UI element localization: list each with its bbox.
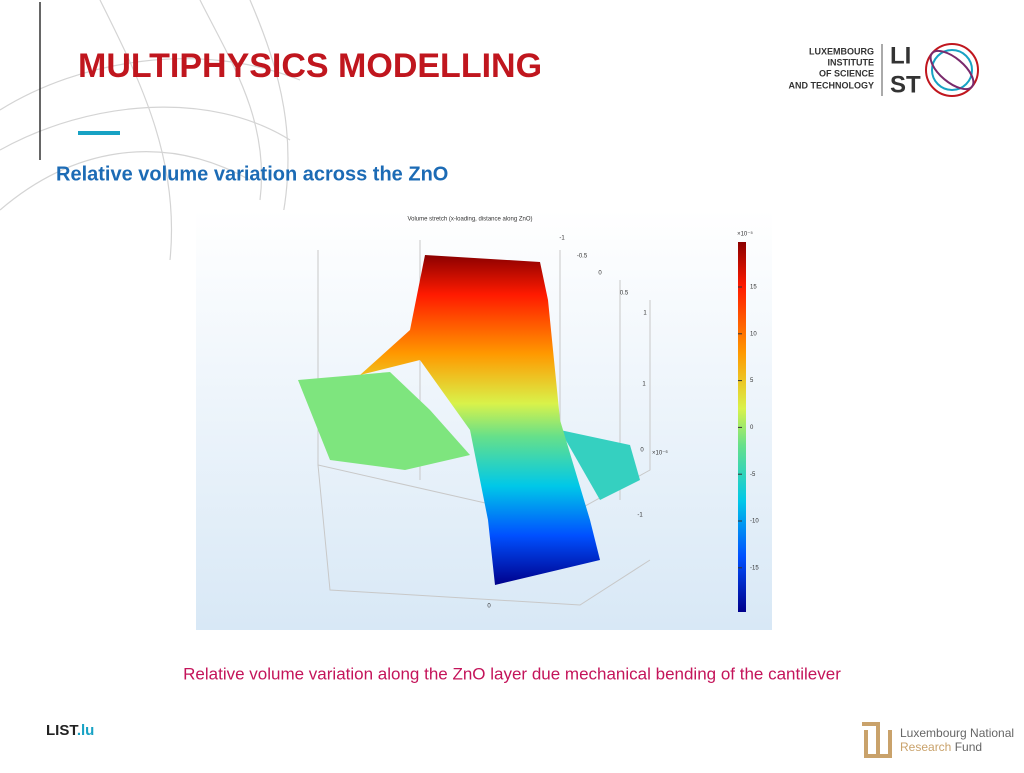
logo-line: OF SCIENCE xyxy=(819,68,874,78)
colorbar-label: -10 xyxy=(750,519,759,525)
logo-mark: LI xyxy=(890,42,911,69)
axis-label: -1 xyxy=(637,513,643,519)
surface xyxy=(360,255,600,585)
colorbar-label: -5 xyxy=(750,472,756,478)
list-logo: LUXEMBOURG INSTITUTE OF SCIENCE AND TECH… xyxy=(789,42,979,98)
axis-label: 0 xyxy=(487,604,491,610)
fund-word: Fund xyxy=(955,740,982,754)
site-suffix: .lu xyxy=(77,722,95,739)
caption: Relative volume variation along the ZnO … xyxy=(183,664,841,683)
logo-ring xyxy=(925,43,979,97)
axis-exponent: ×10⁻⁶ xyxy=(652,450,668,457)
logo-ring xyxy=(929,49,975,91)
colorbar-label: 10 xyxy=(750,331,757,337)
figure-title: Volume stretch (x-loading, distance alon… xyxy=(407,217,532,223)
fund-mark xyxy=(862,722,892,758)
fund-word: Research xyxy=(900,740,951,754)
colorbar-label: 15 xyxy=(750,285,757,291)
axis-label: 1 xyxy=(642,382,646,388)
site-link: LIST.lu xyxy=(46,722,94,739)
axis-label: 0 xyxy=(598,271,602,277)
logo-line: INSTITUTE xyxy=(828,57,875,67)
logo-mark: ST xyxy=(890,71,921,98)
colorbar-label: 0 xyxy=(750,425,754,431)
logo-line: LUXEMBOURG xyxy=(809,46,874,56)
colorbar-label: 5 xyxy=(750,378,754,384)
axis-label: 1 xyxy=(643,311,647,317)
surface-flap xyxy=(560,430,640,500)
axis-label: 0.5 xyxy=(620,291,629,297)
logo-ring xyxy=(931,49,973,91)
axis-label: -1 xyxy=(559,236,565,242)
fund-logo: Luxembourg National Research Fund xyxy=(862,722,1014,758)
site-main: LIST xyxy=(46,722,78,739)
decor-swirls xyxy=(0,0,301,261)
slide-title: MULTIPHYSICS MODELLING xyxy=(78,47,542,85)
figure: Volume stretch (x-loading, distance alon… xyxy=(196,210,772,630)
surface-flap xyxy=(298,372,470,470)
colorbar-label: -15 xyxy=(750,565,759,571)
subtitle: Relative volume variation across the ZnO xyxy=(56,163,448,185)
fund-name: Luxembourg National xyxy=(900,726,1014,740)
axis-label: 0 xyxy=(640,448,644,454)
logo-line: AND TECHNOLOGY xyxy=(789,80,875,90)
fund-name: Research Fund xyxy=(900,740,982,754)
axis-label: -0.5 xyxy=(577,254,588,260)
colorbar-exponent: ×10⁻⁵ xyxy=(737,231,753,238)
accent-bar xyxy=(78,131,120,135)
